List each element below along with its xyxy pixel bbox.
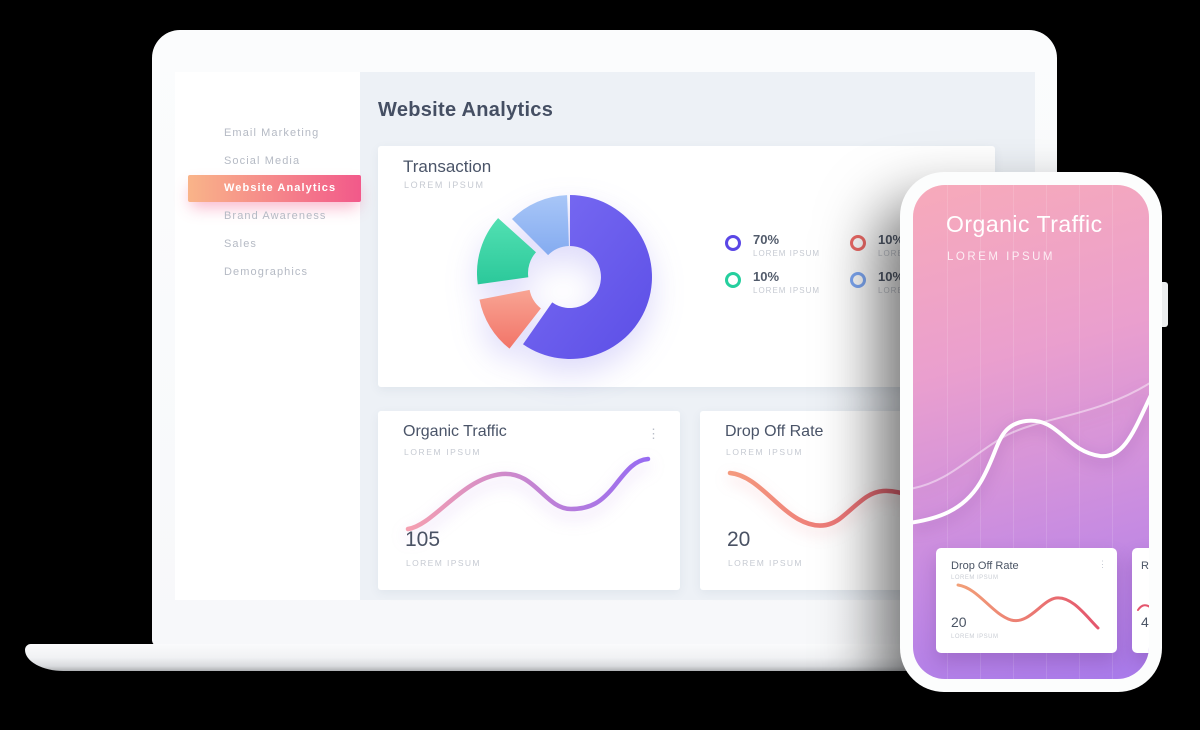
sidebar-item-demographics[interactable]: Demographics — [224, 266, 309, 278]
donut-slice-teal — [477, 218, 536, 285]
transaction-card-title: Transaction — [403, 157, 492, 176]
phone-frame: Organic Traffic LOREM IPSUM Drop Off Rat… — [900, 172, 1168, 692]
phone-drop-off-rate-subtitle: LOREM IPSUM — [951, 575, 999, 581]
phone-drop-off-rate-title: Drop Off Rate — [951, 560, 1019, 572]
chart-gridline — [980, 185, 981, 679]
donut-slice-70 — [523, 195, 652, 359]
chart-gridline — [1079, 185, 1080, 679]
donut-slice-red — [479, 289, 541, 349]
phone-card-carousel[interactable]: Drop Off Rate LOREM IPSUM ⋮ 20 LOREM IPS… — [936, 548, 1149, 653]
donut-chart — [477, 195, 652, 359]
sidebar-item-email-marketing[interactable]: Email Marketing — [224, 127, 320, 139]
phone-screen: Organic Traffic LOREM IPSUM Drop Off Rat… — [913, 185, 1149, 679]
phone-drop-off-rate-kpi: 20 — [951, 614, 967, 630]
drop-off-rate-title: Drop Off Rate — [725, 423, 824, 440]
legend-value: 10% — [878, 269, 905, 284]
main-content: Website Analytics Transaction LOREM IPSU… — [360, 72, 1035, 600]
organic-traffic-subtitle: LOREM IPSUM — [404, 447, 482, 457]
kebab-menu-icon[interactable]: ⋮ — [647, 426, 660, 441]
drop-off-rate-kpi-label: LOREM IPSUM — [728, 558, 803, 568]
chart-gridline — [1046, 185, 1047, 679]
organic-traffic-kpi-label: LOREM IPSUM — [406, 558, 481, 568]
phone-partial-card-kpi: 4 — [1141, 614, 1149, 630]
legend-ring-red-icon — [850, 235, 866, 251]
legend-item: 70% LOREM IPSUM — [725, 232, 850, 269]
phone-page-title: Organic Traffic — [946, 211, 1103, 237]
sidebar-item-social-media[interactable]: Social Media — [224, 155, 301, 167]
page-title: Website Analytics — [378, 99, 554, 121]
transaction-card-subtitle: LOREM IPSUM — [404, 180, 485, 190]
drop-off-rate-kpi: 20 — [727, 528, 751, 551]
phone-side-button — [1162, 282, 1168, 327]
phone-drop-off-rate-line-chart — [956, 583, 1100, 630]
laptop-screen-bezel: Email Marketing Social Media Website Ana… — [152, 30, 1057, 646]
organic-traffic-title: Organic Traffic — [403, 423, 507, 440]
legend-value: 10% — [878, 232, 905, 247]
legend-ring-teal-icon — [725, 272, 741, 288]
chart-gridline — [1013, 185, 1014, 679]
legend-value: 10% — [753, 269, 780, 284]
chart-gridline — [1112, 185, 1113, 679]
phone-page-subtitle: LOREM IPSUM — [947, 251, 1056, 263]
phone-partial-card-title: R — [1141, 560, 1149, 572]
chart-gridline — [947, 185, 948, 679]
laptop-display: Email Marketing Social Media Website Ana… — [175, 72, 1035, 600]
phone-drop-off-rate-kpi-label: LOREM IPSUM — [951, 634, 999, 640]
transaction-card: Transaction LOREM IPSUM — [378, 146, 995, 387]
donut-slice-blue — [512, 195, 569, 256]
legend-value: 70% — [753, 232, 780, 247]
phone-partial-card: R 4 — [1132, 548, 1149, 653]
organic-traffic-kpi: 105 — [405, 528, 441, 551]
sidebar: Email Marketing Social Media Website Ana… — [175, 72, 361, 600]
kebab-menu-icon[interactable]: ⋮ — [1098, 559, 1107, 569]
legend-item: 10% LOREM IPSUM — [725, 269, 850, 306]
legend-label: LOREM IPSUM — [753, 286, 821, 295]
sidebar-menu: Email Marketing Social Media Website Ana… — [175, 72, 361, 286]
drop-off-rate-line-chart — [727, 470, 925, 528]
sidebar-item-website-analytics[interactable]: Website Analytics — [188, 175, 361, 202]
legend-ring-purple-icon — [725, 235, 741, 251]
legend-ring-blue-icon — [850, 272, 866, 288]
sidebar-item-sales[interactable]: Sales — [224, 238, 258, 250]
sidebar-item-brand-awareness[interactable]: Brand Awareness — [224, 210, 327, 222]
phone-organic-traffic-line-chart — [913, 382, 1149, 525]
organic-traffic-card: Organic Traffic LOREM IPSUM ⋮ 105 LOREM … — [378, 411, 680, 590]
drop-off-rate-subtitle: LOREM IPSUM — [726, 447, 804, 457]
phone-partial-card-line-chart — [1137, 604, 1149, 611]
legend-label: LOREM IPSUM — [753, 249, 821, 258]
organic-traffic-line-chart — [405, 456, 651, 532]
phone-drop-off-rate-card: Drop Off Rate LOREM IPSUM ⋮ 20 LOREM IPS… — [936, 548, 1117, 653]
